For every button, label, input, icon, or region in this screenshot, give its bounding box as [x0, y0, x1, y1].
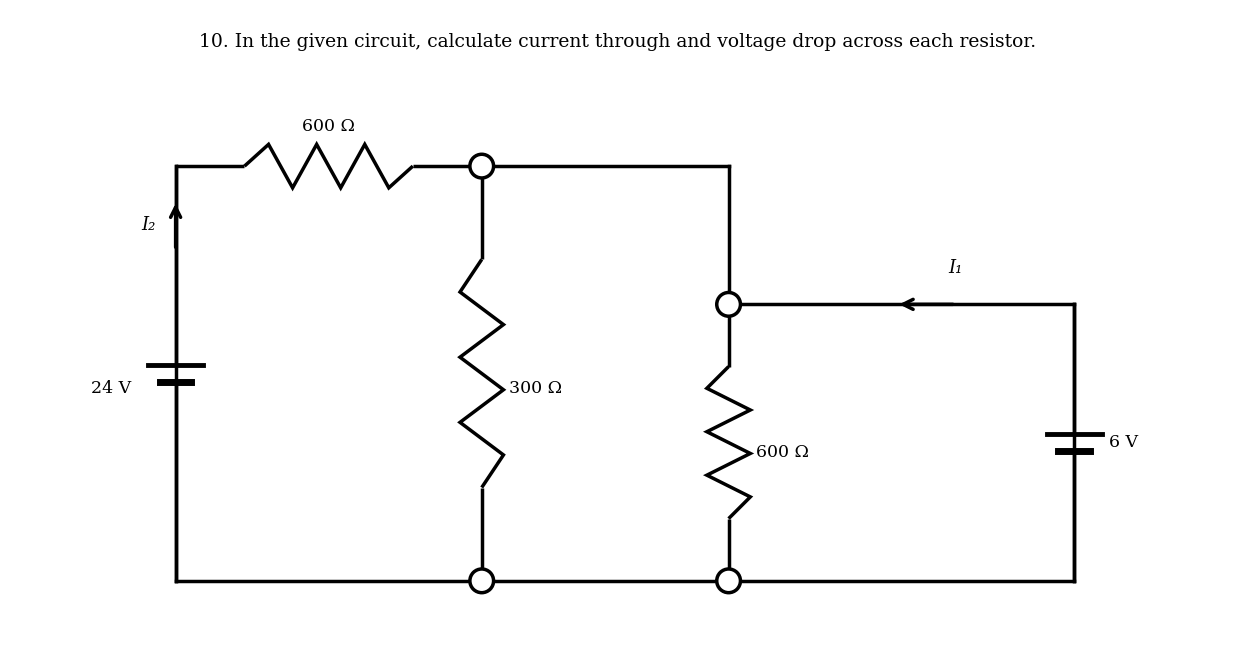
Circle shape	[470, 154, 493, 178]
Circle shape	[717, 569, 740, 593]
Circle shape	[717, 293, 740, 316]
Text: 600 Ω: 600 Ω	[303, 118, 355, 135]
Text: 300 Ω: 300 Ω	[509, 380, 562, 397]
Text: 6 V: 6 V	[1109, 434, 1138, 451]
Text: 10. In the given circuit, calculate current through and voltage drop across each: 10. In the given circuit, calculate curr…	[199, 33, 1037, 51]
Text: 600 Ω: 600 Ω	[756, 444, 810, 461]
Text: I₁: I₁	[948, 259, 963, 277]
Circle shape	[470, 569, 493, 593]
Text: 24 V: 24 V	[91, 380, 131, 397]
Text: I₂: I₂	[141, 216, 156, 234]
